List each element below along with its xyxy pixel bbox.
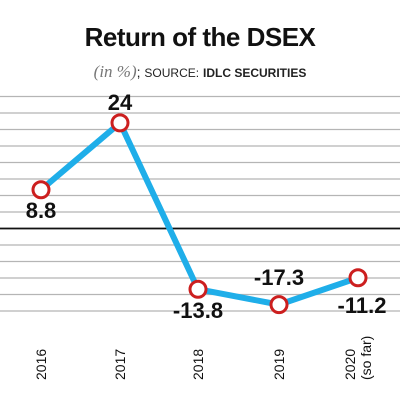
data-point-2019: [269, 295, 289, 315]
subtitle-separator: ;: [136, 64, 141, 80]
data-label-2017: 24: [108, 90, 133, 115]
chart-title: Return of the DSEX: [84, 22, 316, 52]
data-point-2018: [188, 279, 208, 299]
x-tick-label-2019: 2019: [271, 349, 287, 380]
data-point-2017: [110, 113, 130, 133]
series-line: [38, 119, 361, 308]
x-tick-label-line: 2018: [190, 349, 206, 380]
x-tick-label-line: 2016: [33, 349, 49, 380]
data-label-2019: -17.3: [254, 265, 304, 290]
x-tick-label-line: 2020: [342, 349, 358, 380]
x-tick-label-line: 2019: [271, 349, 287, 380]
data-label-2020: -11.2: [338, 293, 387, 318]
x-tick-label-2017: 2017: [112, 349, 128, 380]
x-tick-label-line: 2017: [112, 349, 128, 380]
source-name: IDLC SECURITIES: [202, 66, 307, 80]
x-tick-label-2020: 2020 (so far): [342, 336, 374, 380]
data-point-2016: [31, 180, 51, 200]
unit-label: (in %): [93, 62, 137, 81]
x-tick-label-2016: 2016: [33, 349, 49, 380]
data-label-2016: 8.8: [26, 198, 57, 223]
x-tick-label-2018: 2018: [190, 349, 206, 380]
chart-subtitle: (in %); SOURCE: IDLC SECURITIES: [0, 62, 400, 82]
data-label-2018: -13.8: [173, 298, 223, 323]
data-point-2020: [348, 268, 368, 288]
x-tick-label-line: (so far): [358, 336, 374, 380]
source-label: SOURCE:: [144, 66, 200, 80]
